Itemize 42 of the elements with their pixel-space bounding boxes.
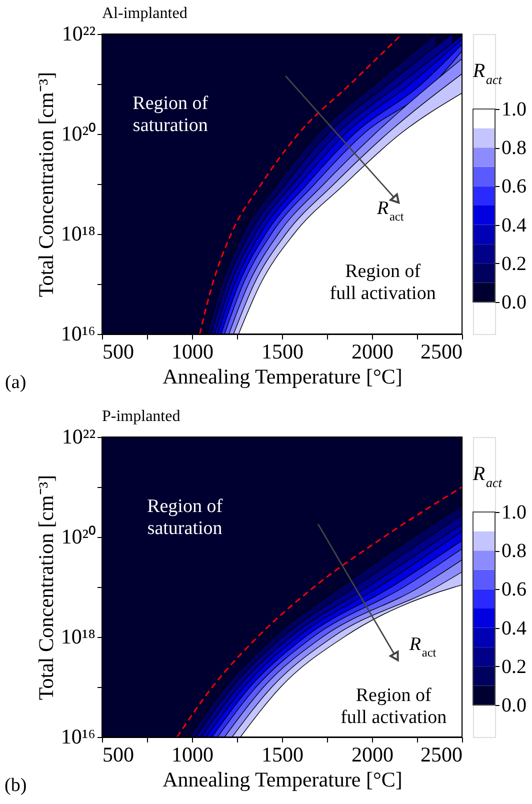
annotation: Region of full activation	[330, 261, 436, 304]
color-bar-label: 0.0	[502, 292, 526, 314]
y-tick-label: 10²²	[62, 424, 96, 448]
y-tick-label: 10¹⁸	[60, 222, 96, 246]
x-axis-title: Annealing Temperature [°C]	[162, 364, 402, 388]
y-tick-label: 10²²	[62, 22, 96, 46]
x-tick-label: 2500	[420, 340, 462, 364]
color-bar-label: 0.0	[502, 694, 526, 716]
color-bar-label: 0.2	[502, 252, 526, 275]
x-tick-label: 1000	[172, 742, 214, 766]
y-tick-label: 10¹⁸	[60, 624, 96, 648]
annotation: Region of saturation	[147, 496, 224, 539]
color-bar-label: 1.0	[502, 502, 526, 524]
x-tick-label: 2500	[420, 742, 462, 766]
text: (b)	[4, 775, 27, 796]
chart-title: Al-implanted	[102, 5, 188, 22]
chart-title: P-implanted	[102, 408, 180, 425]
color-bar-label: 0.6	[502, 578, 526, 601]
y-axis-title: Total Concentration [cm⁻³]	[34, 474, 58, 700]
x-tick-label: 500	[102, 742, 134, 766]
x-tick-label: 500	[102, 340, 134, 364]
y-tick-label: 10²⁰	[61, 122, 96, 146]
y-tick-label: 10¹⁶	[60, 724, 96, 748]
annotation: Region of saturation	[132, 93, 209, 136]
x-axis-title: Annealing Temperature [°C]	[162, 768, 402, 792]
color-bar-label: 0.8	[502, 137, 526, 160]
x-tick-label: 1000	[172, 340, 214, 364]
x-tick-label: 2000	[352, 340, 394, 364]
x-tick-label: 2000	[352, 742, 394, 766]
color-bar-label: 0.4	[502, 617, 526, 640]
y-tick-label: 10²⁰	[61, 524, 96, 548]
color-bar-label: 0.6	[502, 176, 526, 198]
color-bar-label: 0.2	[502, 656, 526, 678]
y-tick-label: 10¹⁶	[60, 322, 96, 346]
x-tick-label: 1500	[262, 742, 304, 766]
x-tick-label: 1500	[262, 340, 304, 364]
annotation: Region of full activation	[340, 685, 448, 728]
color-bar-label: 0.4	[502, 214, 526, 236]
color-bar-label: 0.8	[502, 540, 526, 562]
text: (a)	[5, 372, 26, 393]
y-axis-title: Total Concentration [cm⁻³]	[34, 72, 58, 298]
color-bar-label: 1.0	[502, 98, 526, 120]
